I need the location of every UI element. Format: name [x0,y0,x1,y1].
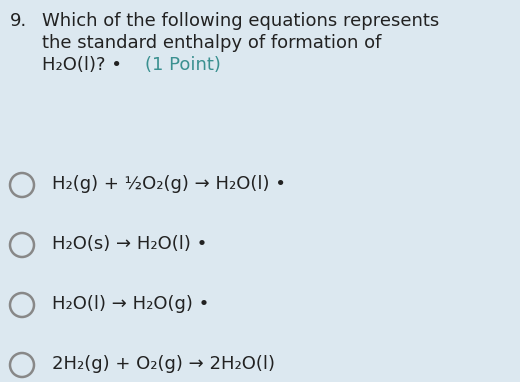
Text: Which of the following equations represents: Which of the following equations represe… [42,12,439,30]
Text: H₂O(s) → H₂O(l) •: H₂O(s) → H₂O(l) • [52,235,207,253]
Text: (1 Point): (1 Point) [145,56,221,74]
Text: H₂O(l)? •: H₂O(l)? • [42,56,128,74]
Text: 9.: 9. [10,12,27,30]
Text: 2H₂(g) + O₂(g) → 2H₂O(l): 2H₂(g) + O₂(g) → 2H₂O(l) [52,355,275,373]
Text: the standard enthalpy of formation of: the standard enthalpy of formation of [42,34,381,52]
Text: H₂(g) + ½O₂(g) → H₂O(l) •: H₂(g) + ½O₂(g) → H₂O(l) • [52,175,286,193]
Text: H₂O(l) → H₂O(g) •: H₂O(l) → H₂O(g) • [52,295,210,313]
